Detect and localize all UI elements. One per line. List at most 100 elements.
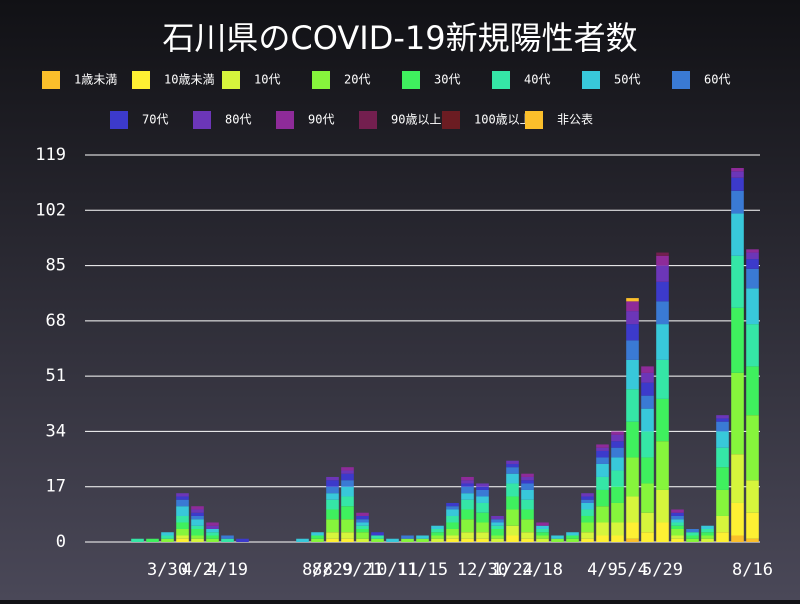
bar-segment bbox=[356, 525, 369, 529]
bar-segment bbox=[206, 522, 219, 526]
bar-segment bbox=[176, 528, 189, 536]
bar-segment bbox=[416, 535, 429, 539]
bar-segment bbox=[686, 532, 699, 536]
bar-segment bbox=[656, 489, 669, 523]
legend-label: 80代 bbox=[225, 113, 251, 127]
bar-segment bbox=[491, 522, 504, 526]
bar-segment bbox=[161, 532, 174, 536]
bar-segment bbox=[641, 483, 654, 513]
bar-segment bbox=[596, 476, 609, 490]
bar-segment bbox=[521, 538, 534, 542]
bar-segment bbox=[731, 502, 744, 536]
bar-segment bbox=[596, 450, 609, 458]
bar-segment bbox=[206, 532, 219, 536]
bar-segment bbox=[341, 519, 354, 533]
legend-swatch bbox=[402, 71, 420, 89]
bar-segment bbox=[521, 519, 534, 533]
bar-segment bbox=[671, 535, 684, 539]
bar-segment bbox=[506, 460, 519, 464]
bar-segment bbox=[461, 480, 474, 484]
bar-segment bbox=[671, 519, 684, 523]
bar-segment bbox=[671, 509, 684, 513]
bar-segment bbox=[611, 447, 624, 458]
x-tick-label: 5/29 bbox=[642, 560, 683, 580]
bar-segment bbox=[191, 535, 204, 539]
bar-segment bbox=[476, 489, 489, 497]
bar-segment bbox=[566, 532, 579, 536]
bar-segment bbox=[521, 509, 534, 520]
bar-segment bbox=[686, 538, 699, 542]
bar-segment bbox=[746, 480, 759, 513]
legend-label: 10代 bbox=[254, 73, 280, 87]
bar-segment bbox=[311, 538, 324, 542]
bar-segment bbox=[356, 519, 369, 523]
bar-segment bbox=[191, 509, 204, 513]
bar-segment bbox=[326, 493, 339, 500]
bar-segment bbox=[656, 252, 669, 256]
bar-segment bbox=[596, 506, 609, 523]
legend-swatch bbox=[582, 71, 600, 89]
bar-segment bbox=[611, 486, 624, 503]
bar-segment bbox=[506, 525, 519, 536]
bar-segment bbox=[461, 493, 474, 500]
bar-segment bbox=[596, 463, 609, 477]
bar-segment bbox=[386, 538, 399, 542]
bar-segment bbox=[611, 535, 624, 542]
bar-segment bbox=[641, 512, 654, 533]
bar-segment bbox=[746, 252, 759, 260]
bar-segment bbox=[656, 324, 669, 360]
bar-segment bbox=[656, 522, 669, 542]
bar-segment bbox=[311, 535, 324, 539]
bar-segment bbox=[581, 509, 594, 516]
legend-swatch bbox=[492, 71, 510, 89]
bar-segment bbox=[551, 535, 564, 539]
x-tick-label: 8/16 bbox=[732, 560, 773, 580]
bar-segment bbox=[581, 502, 594, 510]
bar-segment bbox=[461, 499, 474, 510]
bar-segment bbox=[461, 486, 474, 494]
bar-segment bbox=[641, 457, 654, 484]
bar-segment bbox=[731, 454, 744, 503]
bar-segment bbox=[626, 359, 639, 390]
bar-segment bbox=[596, 447, 609, 451]
bar-segment bbox=[746, 288, 759, 325]
bar-segment bbox=[521, 532, 534, 539]
legend-label: 30代 bbox=[434, 73, 460, 87]
bar-segment bbox=[506, 496, 519, 510]
bar-segment bbox=[476, 486, 489, 490]
bar-segment bbox=[401, 535, 414, 539]
bar-segment bbox=[746, 268, 759, 289]
bar-segment bbox=[356, 538, 369, 542]
bar-segment bbox=[686, 528, 699, 533]
bar-segment bbox=[461, 483, 474, 487]
bar-segment bbox=[356, 515, 369, 520]
bar-segment bbox=[656, 255, 669, 266]
bar-segment bbox=[206, 525, 219, 529]
bar-segment bbox=[176, 535, 189, 539]
legend-label: 90歳以上 bbox=[391, 113, 441, 127]
bar-segment bbox=[656, 359, 669, 399]
legend-swatch bbox=[193, 111, 211, 129]
bar-segment bbox=[671, 528, 684, 536]
bar-segment bbox=[641, 382, 654, 396]
bar-segment bbox=[506, 473, 519, 484]
bar-segment bbox=[176, 493, 189, 497]
bar-segment bbox=[536, 538, 549, 542]
bar-segment bbox=[731, 171, 744, 178]
bar-segment bbox=[671, 512, 684, 516]
bar-segment bbox=[176, 538, 189, 542]
bar-segment bbox=[506, 483, 519, 497]
y-tick-label: 17 bbox=[46, 477, 66, 497]
x-tick-label: 11/15 bbox=[397, 560, 448, 580]
bar-segment bbox=[221, 535, 234, 539]
bar-segment bbox=[626, 421, 639, 458]
x-tick-label: 3/30 bbox=[147, 560, 188, 580]
bar-segment bbox=[611, 457, 624, 471]
legend-label: 60代 bbox=[704, 73, 730, 87]
bar-segment bbox=[341, 470, 354, 474]
bar-segment bbox=[506, 509, 519, 526]
bar-segment bbox=[656, 441, 669, 490]
bar-segment bbox=[356, 512, 369, 516]
bar-segment bbox=[356, 532, 369, 539]
bar-segment bbox=[641, 366, 654, 373]
